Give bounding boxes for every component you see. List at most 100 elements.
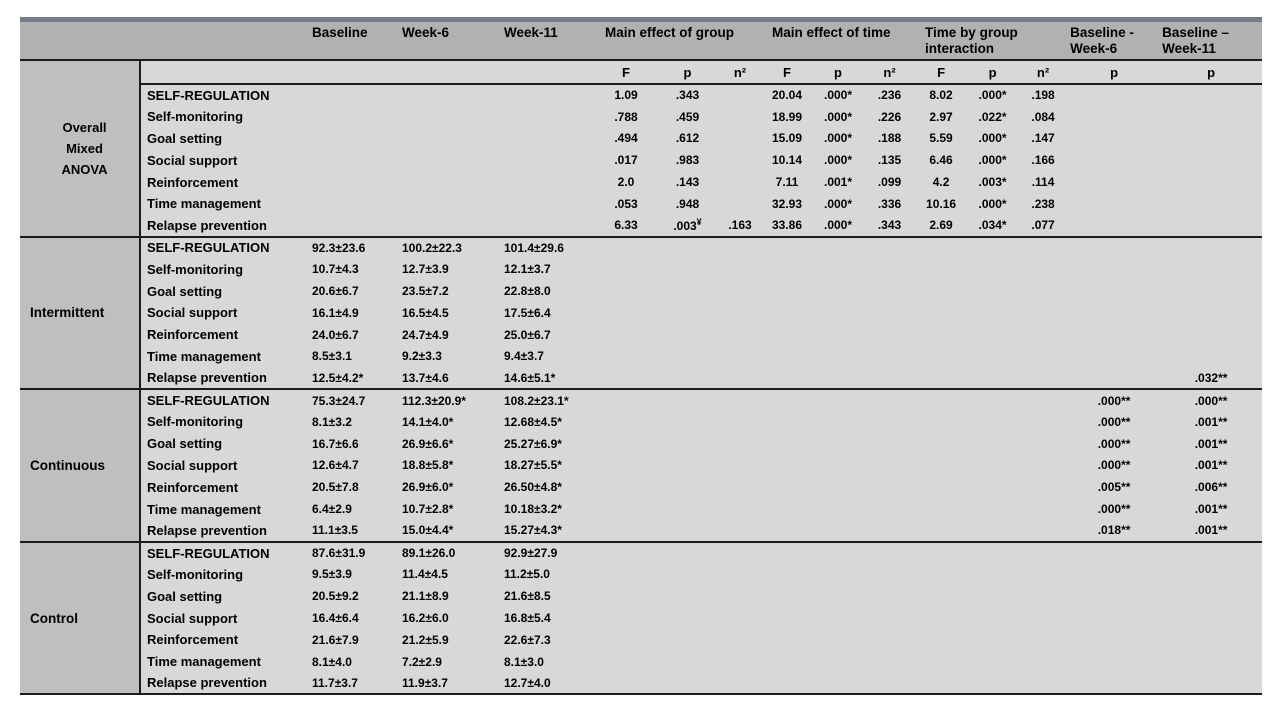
table-cell: .198 <box>1018 84 1069 106</box>
table-cell <box>812 236 865 259</box>
table-cell: .238 <box>1018 192 1069 215</box>
table-cell <box>762 498 813 520</box>
table-cell <box>595 628 657 651</box>
table-cell <box>657 432 718 455</box>
row-label: Goal setting <box>140 432 310 455</box>
table-row: Reinforcement 21.6±7.9 21.2±5.9 22.6±7.3 <box>20 628 1263 651</box>
table-cell <box>310 171 400 193</box>
table-cell: 25.27±6.9* <box>502 432 595 455</box>
table-cell: 16.5±4.5 <box>400 301 502 324</box>
group-label-overall-mixed-anova: Overall Mixed ANOVA <box>20 60 141 238</box>
table-cell <box>762 519 813 542</box>
table-cell <box>1160 345 1263 368</box>
table-cell: .000* <box>812 149 865 172</box>
row-label: Time management <box>140 192 310 215</box>
table-cell <box>595 454 657 477</box>
table-cell: .003* <box>967 171 1019 193</box>
table-row: Time management 8.1±4.0 7.2±2.9 8.1±3.0 <box>20 650 1263 673</box>
row-label: Self-monitoring <box>140 258 310 281</box>
row-label: Self-monitoring <box>140 105 310 128</box>
subheader-spacer <box>140 60 595 85</box>
table-cell: .053 <box>595 192 657 215</box>
table-cell: .147 <box>1018 127 1069 150</box>
table-cell: .000* <box>812 84 865 106</box>
table-cell <box>1160 149 1263 172</box>
table-cell <box>718 345 763 368</box>
table-cell: .001** <box>1160 519 1263 542</box>
row-label: Reinforcement <box>140 171 310 193</box>
table-cell <box>502 214 595 237</box>
table-cell <box>400 214 502 237</box>
table-cell <box>812 476 865 499</box>
table-cell: .788 <box>595 105 657 128</box>
table-cell <box>915 432 968 455</box>
table-cell: .143 <box>657 171 718 193</box>
table-cell: .948 <box>657 192 718 215</box>
table-cell <box>1068 607 1161 629</box>
table-cell <box>864 672 916 695</box>
group-label-line: Mixed <box>66 140 103 156</box>
table-cell <box>400 149 502 172</box>
table-cell <box>595 650 657 673</box>
table-cell: 6.33 <box>595 214 657 237</box>
table-cell <box>718 301 763 324</box>
table-cell: .226 <box>864 105 916 128</box>
table-cell: 8.02 <box>915 84 968 106</box>
table-cell <box>718 650 763 673</box>
header-baseline-week11: Baseline – Week-11 <box>1160 19 1263 61</box>
table-cell: .017 <box>595 149 657 172</box>
row-label: Time management <box>140 345 310 368</box>
table-cell: 26.9±6.0* <box>400 476 502 499</box>
table-cell: 15.09 <box>762 127 813 150</box>
table-cell <box>1018 280 1069 302</box>
table-cell: .612 <box>657 127 718 150</box>
table-cell <box>864 432 916 455</box>
table-cell: .000* <box>812 214 865 237</box>
table-cell <box>657 301 718 324</box>
table-cell <box>967 454 1019 477</box>
table-cell <box>1018 432 1069 455</box>
table-cell <box>657 519 718 542</box>
row-label: Relapse prevention <box>140 672 310 695</box>
row-label: Social support <box>140 301 310 324</box>
table-cell: 92.3±23.6 <box>310 236 400 259</box>
table-cell <box>864 236 916 259</box>
row-label: Reinforcement <box>140 628 310 651</box>
table-cell <box>1160 258 1263 281</box>
table-cell <box>967 541 1019 564</box>
table-cell: 18.8±5.8* <box>400 454 502 477</box>
subheader-eta-squared-8: n² <box>1018 60 1069 85</box>
table-row: Social support 16.1±4.9 16.5±4.5 17.5±6.4 <box>20 301 1263 324</box>
table-cell: .000** <box>1068 454 1161 477</box>
table-cell <box>812 258 865 281</box>
row-label: SELF-REGULATION <box>140 236 310 259</box>
table-cell <box>1068 236 1161 259</box>
table-cell: 8.5±3.1 <box>310 345 400 368</box>
table-cell <box>812 323 865 346</box>
table-cell: 15.27±4.3* <box>502 519 595 542</box>
table-cell <box>967 650 1019 673</box>
table-cell <box>915 585 968 608</box>
table-cell <box>762 345 813 368</box>
table-cell <box>915 236 968 259</box>
table-cell: 16.4±6.4 <box>310 607 400 629</box>
table-cell <box>1068 280 1161 302</box>
table-cell <box>1018 367 1069 390</box>
table-cell <box>718 541 763 564</box>
group-label-control: Control <box>20 541 141 695</box>
table-cell <box>864 258 916 281</box>
table-cell <box>915 258 968 281</box>
table-row: Continuous SELF-REGULATION 75.3±24.7 112.3±… <box>20 389 1263 542</box>
group-block-control: Control SELF-REGULATION 87.6±31.9 89.1±26.0… <box>20 541 1263 695</box>
table-cell <box>1068 258 1161 281</box>
table-cell: 12.7±3.9 <box>400 258 502 281</box>
table-cell <box>595 323 657 346</box>
table-row: SELF-REGULATION 1.09.343 20.04.000* .236 8.0… <box>20 84 1263 106</box>
table-cell <box>915 323 968 346</box>
table-cell <box>967 585 1019 608</box>
table-cell: 11.9±3.7 <box>400 672 502 695</box>
table-cell <box>812 563 865 586</box>
table-cell: 16.7±6.6 <box>310 432 400 455</box>
row-label: Reinforcement <box>140 323 310 346</box>
table-cell <box>718 192 763 215</box>
